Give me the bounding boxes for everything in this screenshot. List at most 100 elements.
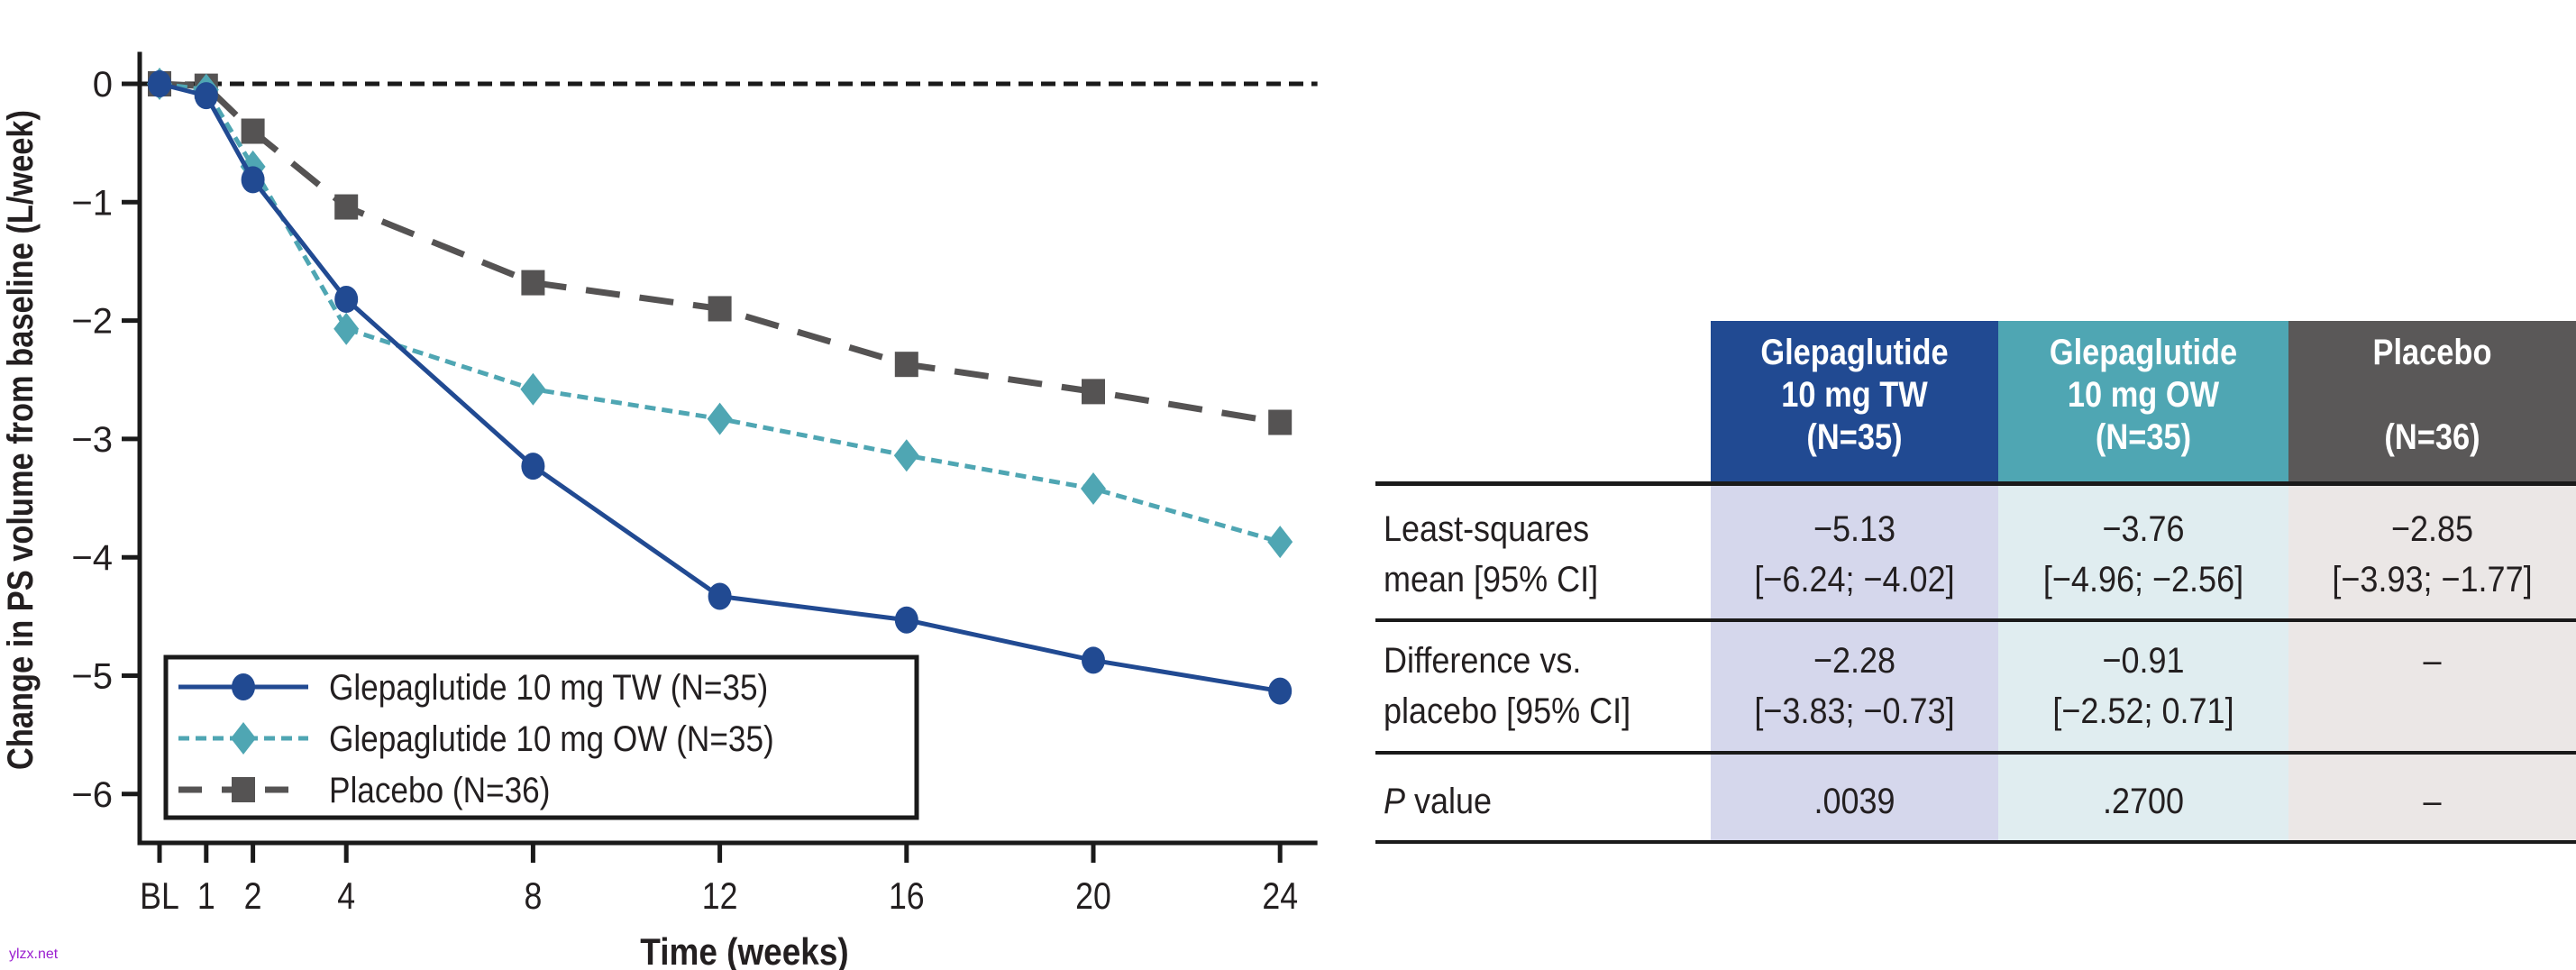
row-label-line: Difference vs. — [1384, 641, 1582, 681]
header-line — [2308, 374, 2555, 416]
series-group — [147, 68, 1293, 705]
cell-ci: [−2.52; 0.71] — [2052, 691, 2234, 731]
legend-label: Glepaglutide 10 mg OW (N=35) — [329, 718, 774, 759]
cell-ls-ow: −3.76 [−4.96; −2.56] — [1998, 504, 2288, 605]
cell-value: – — [2423, 641, 2442, 681]
square-marker — [708, 296, 732, 322]
legend-label: Glepaglutide 10 mg TW (N=35) — [329, 667, 768, 708]
header-line: (N=36) — [2384, 417, 2480, 457]
header-placebo: Placebo (N=36) — [2288, 321, 2576, 483]
square-marker — [241, 118, 265, 144]
header-rule — [1375, 481, 2576, 486]
legend: Glepaglutide 10 mg TW (N=35) Glepaglutide… — [163, 654, 919, 820]
square-marker — [521, 270, 545, 296]
cell-value: −2.85 — [2390, 509, 2474, 549]
y-tick-label: −6 — [71, 775, 113, 815]
circle-marker — [232, 673, 255, 700]
cell-ls-tw: −5.13 [−6.24; −4.02] — [1711, 504, 1998, 605]
y-tick-label: −5 — [71, 657, 113, 697]
diamond-marker — [893, 439, 919, 472]
x-tick-label: BL — [140, 875, 179, 917]
diamond-marker — [707, 402, 733, 435]
x-tick-label: 4 — [337, 875, 355, 917]
circle-marker — [148, 70, 171, 97]
cell-ci: [−3.83; −0.73] — [1754, 691, 1955, 731]
header-line: 10 mg OW — [2067, 375, 2220, 415]
row-label-line: Least-squares — [1384, 509, 1590, 549]
row-label-p-value: P value — [1384, 776, 1492, 827]
cell-ci: [−6.24; −4.02] — [1754, 560, 1955, 599]
watermark: ylzx.net — [9, 947, 59, 962]
header-tw: Glepaglutide 10 mg TW (N=35) — [1711, 321, 1998, 483]
row-label-line: placebo [95% CI] — [1384, 691, 1631, 731]
diamond-marker — [520, 372, 546, 406]
header-line: Placebo — [2372, 333, 2492, 372]
diamond-marker — [333, 312, 360, 345]
circle-marker — [194, 82, 218, 110]
legend-label: Placebo (N=36) — [329, 770, 550, 810]
cell-value: −0.91 — [2102, 641, 2185, 681]
cell-value: −2.28 — [1813, 641, 1896, 681]
cell-p-ow: .2700 — [1998, 776, 2288, 827]
series-square — [148, 71, 1293, 435]
header-line: Glepaglutide — [2049, 333, 2238, 372]
square-marker — [232, 777, 255, 802]
row-rule — [1375, 618, 2576, 622]
cell-ci: [−4.96; −2.56] — [2042, 560, 2244, 599]
x-tick-label: 12 — [702, 875, 738, 917]
series-circle — [148, 70, 1293, 705]
row-label-rest: value — [1405, 782, 1493, 821]
square-marker — [334, 194, 359, 220]
x-tick-label: 24 — [1262, 875, 1298, 917]
cell-ls-placebo: −2.85 [−3.93; −1.77] — [2288, 504, 2576, 605]
bottom-rule — [1375, 840, 2576, 844]
circle-marker — [334, 285, 359, 313]
y-tick-label: −2 — [71, 302, 113, 342]
cell-value: – — [2423, 782, 2442, 821]
x-axis-title: Time (weeks) — [640, 931, 848, 970]
x-tick-label: 16 — [889, 875, 925, 917]
circle-marker — [1268, 677, 1293, 705]
cell-ci: [−3.93; −1.77] — [2332, 560, 2533, 599]
cell-diff-placebo: – — [2288, 636, 2576, 686]
cell-value: .2700 — [2102, 782, 2185, 821]
circle-marker — [1082, 646, 1105, 674]
y-tick-label: −3 — [71, 420, 113, 460]
diamond-marker — [1081, 472, 1106, 506]
header-line: (N=35) — [1806, 417, 1903, 457]
square-marker — [1268, 409, 1293, 435]
x-tick-label: 20 — [1075, 875, 1111, 917]
header-line: 10 mg TW — [1781, 375, 1928, 415]
square-marker — [894, 352, 918, 378]
row-rule — [1375, 751, 2576, 755]
diamond-marker — [1267, 526, 1293, 559]
y-axis-title: Change in PS volume from baseline (L/wee… — [0, 110, 41, 770]
cell-p-tw: .0039 — [1711, 776, 1998, 827]
y-tick-label: −1 — [71, 183, 113, 223]
x-tick-label: 2 — [244, 875, 262, 917]
cell-p-placebo: – — [2288, 776, 2576, 827]
circle-marker — [521, 453, 545, 480]
square-marker — [1082, 379, 1105, 405]
diamond-marker — [231, 722, 256, 755]
cell-value: .0039 — [1813, 782, 1895, 821]
circle-marker — [894, 606, 918, 634]
p-italic: P — [1384, 782, 1406, 821]
cell-value: −5.13 — [1813, 509, 1896, 549]
row-label-ls-mean: Least-squares mean [95% CI] — [1384, 504, 1598, 605]
y-tick-label: 0 — [93, 65, 113, 105]
cell-value: −3.76 — [2102, 509, 2185, 549]
y-tick-label: −4 — [71, 538, 113, 578]
x-tick-label: 8 — [524, 875, 542, 917]
header-ow: Glepaglutide 10 mg OW (N=35) — [1998, 321, 2288, 483]
circle-marker — [241, 166, 265, 194]
cell-diff-tw: −2.28 [−3.83; −0.73] — [1711, 636, 1998, 737]
header-line: Glepaglutide — [1760, 333, 1949, 372]
row-label-line: mean [95% CI] — [1384, 560, 1599, 599]
series-line — [159, 80, 1281, 426]
row-label-difference: Difference vs. placebo [95% CI] — [1384, 636, 1631, 737]
x-tick-label: 1 — [197, 875, 215, 917]
circle-marker — [708, 582, 732, 610]
